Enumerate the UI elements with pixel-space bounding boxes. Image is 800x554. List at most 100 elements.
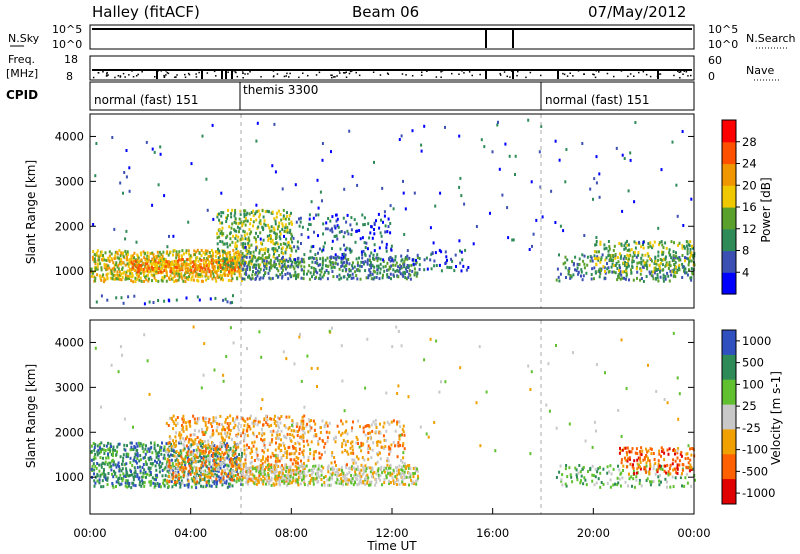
data-cell — [131, 272, 134, 275]
data-cell — [613, 270, 615, 274]
y-tick-label: 4000 — [55, 129, 84, 143]
data-cell — [690, 197, 693, 201]
cpid-segment-3: normal (fast) 151 — [545, 93, 649, 107]
data-cell — [291, 462, 294, 466]
data-cell — [116, 256, 119, 260]
freq-mark — [441, 70, 444, 72]
data-cell — [246, 426, 249, 430]
data-cell — [295, 264, 298, 268]
data-cell — [675, 471, 678, 475]
data-cell — [177, 255, 180, 259]
data-cell — [170, 449, 173, 453]
data-cell — [527, 118, 530, 122]
data-cell — [252, 431, 255, 435]
data-cell — [569, 276, 572, 280]
data-cell — [621, 476, 624, 480]
data-cell — [364, 482, 367, 486]
data-cell — [230, 261, 233, 265]
data-cell — [104, 460, 107, 464]
data-cell — [595, 236, 598, 239]
data-cell — [147, 466, 150, 470]
data-cell — [146, 450, 149, 454]
data-cell — [430, 252, 433, 256]
data-cell — [676, 471, 679, 475]
data-cell — [177, 269, 180, 273]
data-cell — [204, 474, 207, 478]
data-cell — [352, 461, 355, 465]
data-cell — [433, 264, 436, 268]
data-cell — [382, 425, 385, 429]
data-cell — [272, 226, 275, 230]
data-cell — [678, 258, 681, 262]
data-cell — [229, 237, 232, 241]
data-cell — [556, 267, 559, 271]
data-cell — [590, 277, 593, 281]
data-cell — [163, 265, 166, 269]
data-cell — [156, 451, 159, 455]
data-cell — [247, 263, 250, 267]
data-cell — [429, 258, 432, 262]
data-cell — [215, 477, 218, 481]
data-cell — [412, 475, 415, 479]
data-cell — [350, 477, 353, 481]
data-cell — [95, 266, 98, 270]
data-cell — [352, 451, 355, 455]
freq-mark — [510, 70, 513, 72]
data-cell — [658, 483, 661, 487]
data-cell — [160, 267, 163, 271]
data-cell — [147, 255, 150, 259]
data-cell — [230, 438, 233, 441]
data-cell — [175, 298, 178, 302]
data-cell — [202, 457, 205, 460]
data-cell — [217, 447, 220, 451]
data-cell — [657, 268, 660, 271]
data-cell — [568, 267, 571, 270]
data-cell — [96, 453, 99, 457]
data-cell — [387, 217, 390, 221]
data-cell — [192, 278, 195, 282]
data-cell — [283, 229, 286, 233]
data-cell — [321, 266, 324, 270]
data-cell — [222, 476, 225, 480]
data-cell — [299, 220, 302, 224]
data-cell — [252, 433, 255, 437]
data-cell — [335, 234, 338, 238]
data-cell — [615, 146, 618, 150]
data-cell — [336, 255, 339, 259]
data-cell — [161, 462, 164, 466]
data-cell — [396, 473, 399, 477]
data-cell — [193, 477, 195, 481]
data-cell — [340, 433, 343, 437]
data-cell — [388, 422, 391, 426]
data-cell — [338, 273, 341, 277]
data-cell — [612, 254, 615, 257]
data-cell — [674, 261, 677, 265]
data-cell — [179, 267, 182, 271]
data-cell — [379, 231, 382, 235]
data-cell — [464, 248, 467, 252]
data-cell — [364, 464, 367, 468]
freq-mark — [163, 74, 165, 77]
data-cell — [221, 240, 224, 244]
data-cell — [343, 243, 345, 247]
data-cell — [386, 457, 389, 460]
data-cell — [197, 448, 200, 452]
data-cell — [210, 424, 213, 428]
data-cell — [272, 471, 275, 475]
data-cell — [170, 453, 172, 457]
data-cell — [232, 262, 235, 266]
data-cell — [623, 276, 626, 280]
data-cell — [149, 470, 152, 474]
data-cell — [291, 222, 293, 226]
data-cell — [252, 250, 255, 254]
data-cell — [190, 438, 193, 442]
data-cell — [240, 253, 243, 257]
data-cell — [332, 265, 335, 269]
data-cell — [657, 459, 660, 463]
freq-mark — [499, 74, 502, 76]
data-cell — [190, 443, 193, 447]
data-cell — [222, 453, 225, 457]
data-cell — [96, 265, 99, 269]
data-cell — [221, 226, 224, 230]
data-cell — [132, 425, 134, 429]
